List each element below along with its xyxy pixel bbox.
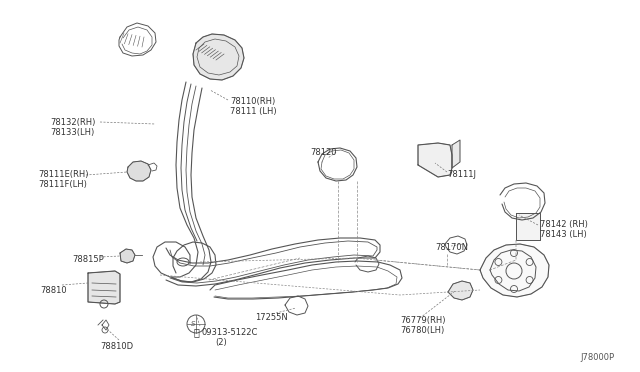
Text: 76779(RH): 76779(RH) <box>400 316 445 325</box>
Text: Ⓢ: Ⓢ <box>193 327 199 337</box>
Text: (2): (2) <box>215 338 227 347</box>
Polygon shape <box>418 143 452 177</box>
Text: S: S <box>191 321 195 327</box>
Text: 78143 (LH): 78143 (LH) <box>540 230 587 239</box>
Text: 76780(LH): 76780(LH) <box>400 326 444 335</box>
Polygon shape <box>516 213 540 240</box>
Text: 78120: 78120 <box>310 148 337 157</box>
Text: 78132(RH): 78132(RH) <box>50 118 95 127</box>
Text: 78815P: 78815P <box>72 255 104 264</box>
Polygon shape <box>452 140 460 168</box>
Text: 78170N: 78170N <box>435 243 468 252</box>
Polygon shape <box>193 34 244 80</box>
Text: 78111J: 78111J <box>447 170 476 179</box>
Polygon shape <box>88 271 120 304</box>
Text: 09313-5122C: 09313-5122C <box>202 328 259 337</box>
Text: 78810D: 78810D <box>100 342 133 351</box>
Text: 78111F(LH): 78111F(LH) <box>38 180 87 189</box>
Polygon shape <box>127 161 151 181</box>
Text: 78111 (LH): 78111 (LH) <box>230 107 276 116</box>
Text: 78133(LH): 78133(LH) <box>50 128 94 137</box>
Polygon shape <box>448 281 473 300</box>
Text: 78142 (RH): 78142 (RH) <box>540 220 588 229</box>
Polygon shape <box>480 244 549 297</box>
Text: 17255N: 17255N <box>255 313 288 322</box>
Polygon shape <box>120 249 135 263</box>
Text: J78000P: J78000P <box>580 353 614 362</box>
Text: 78111E(RH): 78111E(RH) <box>38 170 88 179</box>
Text: 78110(RH): 78110(RH) <box>230 97 275 106</box>
Text: 78810: 78810 <box>40 286 67 295</box>
